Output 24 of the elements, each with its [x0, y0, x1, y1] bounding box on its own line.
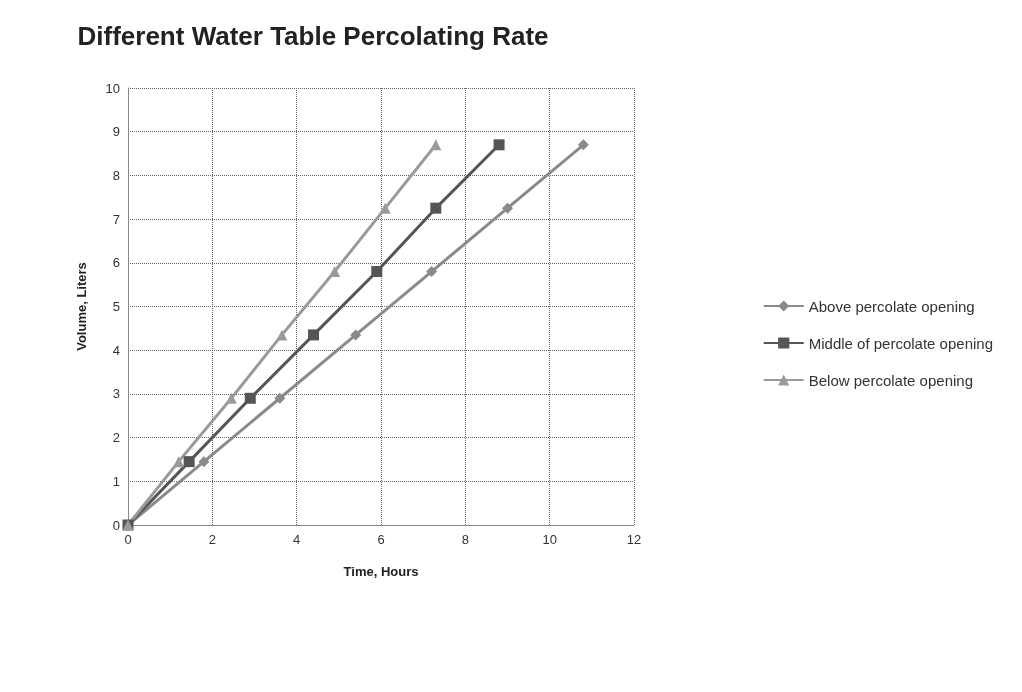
y-tick-label: 4 [112, 342, 120, 358]
legend-label: Below percolate opening [808, 371, 973, 389]
x-tick-label: 2 [208, 532, 216, 547]
chart-title: Different Water Table Percolating Rate [77, 21, 549, 51]
y-tick-label: 7 [112, 211, 120, 227]
y-tick-label: 10 [105, 80, 120, 96]
y-tick-label: 8 [112, 167, 120, 183]
y-tick-label: 1 [112, 473, 120, 489]
x-tick-label: 8 [461, 532, 469, 547]
x-tick-label: 4 [293, 532, 301, 547]
x-axis-title: Time, Hours [343, 564, 419, 579]
y-axis-title: Volume, Liters [74, 262, 89, 351]
legend-label: Above percolate opening [808, 297, 975, 315]
legend-label: Middle of percolate opening [808, 334, 993, 352]
y-tick-label: 9 [112, 124, 120, 140]
y-tick-label: 0 [112, 517, 120, 533]
x-tick-label: 6 [377, 532, 385, 547]
y-tick-label: 3 [112, 386, 120, 402]
y-tick-label: 5 [112, 299, 120, 314]
x-tick-label: 12 [626, 532, 642, 547]
y-tick-label: 2 [112, 430, 120, 446]
y-tick-label: 6 [112, 255, 120, 271]
x-tick-label: 10 [542, 532, 557, 547]
x-tick-label: 0 [124, 532, 132, 547]
